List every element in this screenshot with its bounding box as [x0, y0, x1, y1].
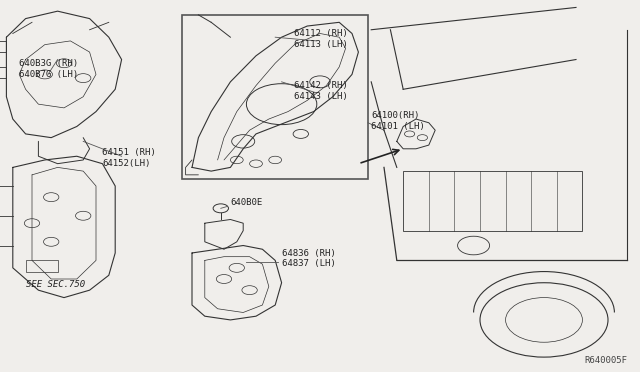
Text: 64112 (RH)
64113 (LH): 64112 (RH) 64113 (LH) [294, 29, 348, 49]
Text: 640B3G (RH)
640B7G (LH): 640B3G (RH) 640B7G (LH) [19, 59, 78, 78]
Bar [182, 15, 368, 179]
Text: 64100(RH)
64101 (LH): 64100(RH) 64101 (LH) [371, 111, 425, 131]
Text: 640B0E: 640B0E [230, 198, 262, 207]
Text: 64142 (RH)
64143 (LH): 64142 (RH) 64143 (LH) [294, 81, 348, 101]
Text: SEE SEC.750: SEE SEC.750 [26, 280, 84, 289]
Bar [26, 260, 58, 272]
Text: 64151 (RH)
64152(LH): 64151 (RH) 64152(LH) [102, 148, 156, 168]
Text: 64836 (RH)
64837 (LH): 64836 (RH) 64837 (LH) [282, 249, 335, 268]
Bar [403, 171, 582, 231]
Text: R640005F: R640005F [584, 356, 627, 365]
